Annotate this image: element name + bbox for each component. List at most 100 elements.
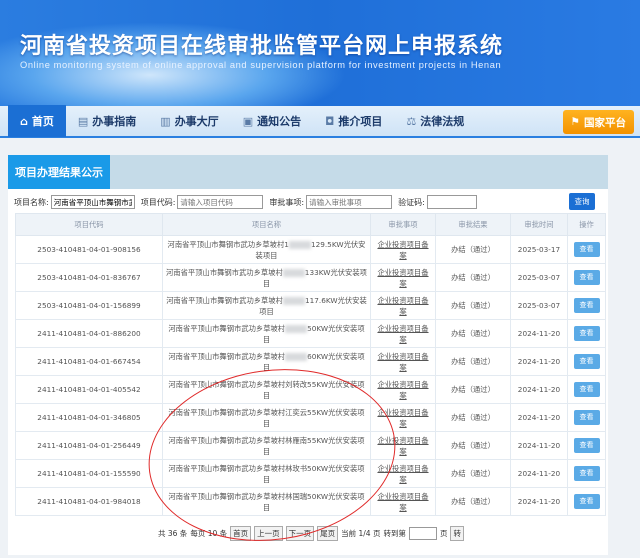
approval-date: 2025-03-07: [510, 291, 568, 320]
query-button[interactable]: 查询: [569, 193, 595, 210]
site-title: 河南省投资项目在线审批监管平台网上申报系统: [20, 34, 504, 59]
project-name-text: 河南省平顶山市舞钢市武功乡草坡村: [166, 295, 283, 305]
nav-item-2[interactable]: ▥ 办事大厅: [148, 105, 230, 137]
project-name: 河南省平顶山市舞钢市武功乡草坡村 133KW光伏安装项目: [162, 263, 371, 292]
national-platform-button[interactable]: ⚑ 国家平台: [562, 110, 634, 134]
table-row: 2411-410481-04-01-886200 河南省平顶山市舞钢市武功乡草坡…: [15, 319, 606, 348]
project-code: 2411-410481-04-01-667454: [15, 347, 163, 376]
approval-matter[interactable]: 企业投资项目备案: [370, 235, 436, 264]
approval-matter[interactable]: 企业投资项目备案: [370, 263, 436, 292]
redacted-blur: [282, 268, 305, 277]
view-button[interactable]: 查看: [573, 382, 600, 397]
table-row: 2411-410481-04-01-405542 河南省平顶山市舞钢市武功乡草坡…: [15, 375, 606, 404]
action-cell: 查看: [567, 291, 606, 320]
approval-result: 办结（通过）: [435, 459, 511, 488]
action-cell: 查看: [567, 403, 606, 432]
captcha-label: 验证码:: [398, 197, 425, 207]
nav-item-1[interactable]: ▤ 办事指南: [66, 105, 148, 137]
project-name: 河南省平顶山市舞钢市武功乡草坡村1 129.5KW光伏安装项目: [162, 235, 371, 264]
view-button[interactable]: 查看: [573, 438, 600, 453]
nav-label: 法律法规: [420, 115, 465, 128]
flag-icon: ⚑: [570, 116, 580, 128]
first-page-button[interactable]: 首页: [230, 526, 252, 541]
search-form: 项目名称: 项目代码: 审批事项: 验证码:: [14, 195, 483, 209]
view-button[interactable]: 查看: [573, 410, 600, 425]
view-button[interactable]: 查看: [573, 298, 600, 313]
notice-icon: ▣: [242, 114, 254, 128]
site-subtitle: Online monitoring system of online appro…: [20, 60, 502, 70]
approval-date: 2024-11-20: [510, 347, 568, 376]
view-button[interactable]: 查看: [573, 326, 600, 341]
project-code: 2503-410481-04-01-908156: [15, 235, 163, 264]
project-name: 河南省平顶山市舞钢市武功乡草坡村 50KW光伏安装项目: [162, 319, 371, 348]
action-cell: 查看: [567, 347, 606, 376]
approval-matter[interactable]: 企业投资项目备案: [370, 487, 436, 516]
project-name: 河南省平顶山市舞钢市武功乡草坡村林雁南55KW光伏安装项目: [162, 431, 371, 460]
approval-matter[interactable]: 企业投资项目备案: [370, 375, 436, 404]
redacted-blur: [282, 296, 305, 305]
last-page-button[interactable]: 尾页: [317, 526, 339, 541]
nav-label: 办事大厅: [174, 115, 219, 128]
matter-input[interactable]: [306, 195, 393, 209]
project-name: 河南省平顶山市舞钢市武功乡草坡村刘转改55KW光伏安装项目: [162, 375, 371, 404]
project-name-text: 河南省平顶山市舞钢市武功乡草坡村: [168, 351, 286, 361]
approval-date: 2024-11-20: [510, 431, 568, 460]
approval-result: 办结（通过）: [435, 263, 511, 292]
approval-matter[interactable]: 企业投资项目备案: [370, 291, 436, 320]
project-code: 2411-410481-04-01-405542: [15, 375, 163, 404]
approval-result: 办结（通过）: [435, 375, 511, 404]
go-button[interactable]: 转: [450, 526, 464, 541]
captcha-input[interactable]: [426, 195, 477, 209]
approval-matter[interactable]: 企业投资项目备案: [370, 403, 436, 432]
results-panel: 项目办理结果公示 项目名称: 项目代码: 审批事项: 验证码: 查询 项目代码项…: [8, 155, 608, 555]
view-button[interactable]: 查看: [573, 242, 600, 257]
nav-item-5[interactable]: ⚖ 法律法规: [394, 105, 476, 137]
approval-matter[interactable]: 企业投资项目备案: [370, 431, 436, 460]
table-row: 2503-410481-04-01-836767 河南省平顶山市舞钢市武功乡草坡…: [15, 263, 606, 292]
matter-label: 审批事项:: [269, 197, 305, 207]
action-cell: 查看: [567, 487, 606, 516]
project-code: 2503-410481-04-01-156899: [15, 291, 163, 320]
view-button[interactable]: 查看: [573, 270, 600, 285]
approval-result: 办结（通过）: [435, 403, 511, 432]
approval-matter[interactable]: 企业投资项目备案: [370, 347, 436, 376]
law-icon: ⚖: [406, 114, 417, 128]
table-row: 2411-410481-04-01-346805 河南省平顶山市舞钢市武功乡草坡…: [15, 403, 606, 432]
project-name-input[interactable]: [50, 195, 135, 209]
approval-result: 办结（通过）: [435, 347, 511, 376]
project-name-suffix: 60KW光伏安装项目: [262, 351, 365, 372]
nav-item-4[interactable]: ◘ 推介项目: [313, 105, 394, 137]
project-name: 河南省平顶山市舞钢市武功乡草坡村江奕云55KW光伏安装项目: [162, 403, 371, 432]
building-icon: ▥: [160, 114, 171, 128]
goto-page-input[interactable]: [408, 527, 437, 540]
approval-matter[interactable]: 企业投资项目备案: [370, 319, 436, 348]
approval-date: 2025-03-17: [510, 235, 568, 264]
project-name-text: 河南省平顶山市舞钢市武功乡草坡村林国瑞50KW光伏安装项目: [168, 491, 365, 512]
document-icon: ▤: [77, 114, 89, 128]
table-row: 2503-410481-04-01-156899 河南省平顶山市舞钢市武功乡草坡…: [15, 291, 606, 320]
results-table: 项目代码 项目名称 审批事项 审批结果 审批时间 操作 2503-410481-04-01…: [15, 213, 606, 516]
nav-label: 办事指南: [92, 115, 137, 128]
panel-header: 项目办理结果公示: [8, 155, 608, 189]
nav-item-0[interactable]: ⌂ 首页: [8, 105, 66, 137]
project-name-text: 河南省平顶山市舞钢市武功乡草坡村林玫书50KW光伏安装项目: [168, 463, 365, 484]
page-label: 页: [439, 529, 448, 538]
project-code: 2411-410481-04-01-155590: [15, 459, 163, 488]
approval-date: 2024-11-20: [510, 403, 568, 432]
goto-label: 转到第: [383, 529, 406, 538]
action-cell: 查看: [567, 375, 606, 404]
approval-date: 2025-03-07: [510, 263, 568, 292]
project-code-input[interactable]: [177, 195, 264, 209]
approval-matter[interactable]: 企业投资项目备案: [370, 459, 436, 488]
table-row: 2503-410481-04-01-908156 河南省平顶山市舞钢市武功乡草坡…: [15, 235, 606, 264]
project-code: 2411-410481-04-01-256449: [15, 431, 163, 460]
approval-result: 办结（通过）: [435, 235, 511, 264]
view-button[interactable]: 查看: [573, 354, 600, 369]
nav-item-3[interactable]: ▣ 通知公告: [231, 105, 313, 137]
project-name-text: 河南省平顶山市舞钢市武功乡草坡村林雁南55KW光伏安装项目: [168, 435, 365, 456]
next-page-button[interactable]: 下一页: [285, 526, 315, 541]
view-button[interactable]: 查看: [573, 494, 600, 509]
redacted-blur: [285, 324, 308, 333]
prev-page-button[interactable]: 上一页: [254, 526, 283, 541]
view-button[interactable]: 查看: [573, 466, 600, 481]
